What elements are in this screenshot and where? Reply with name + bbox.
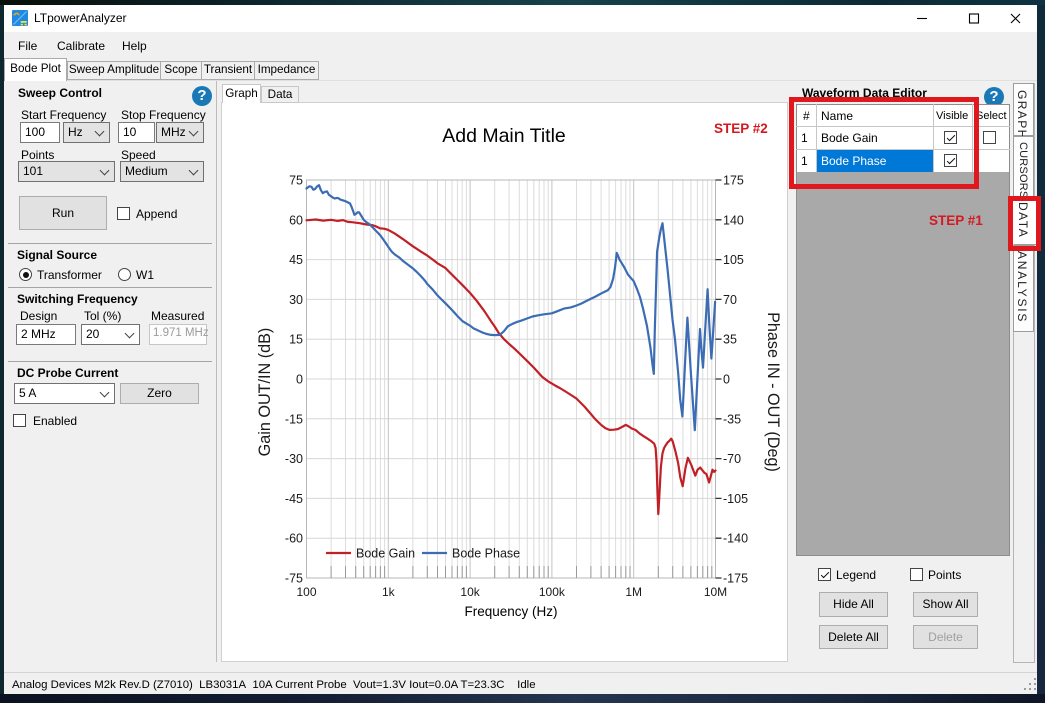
svg-text:1k: 1k bbox=[382, 585, 396, 599]
svg-text:0: 0 bbox=[296, 373, 303, 387]
svg-text:-35: -35 bbox=[723, 412, 741, 426]
svg-text:Frequency (Hz): Frequency (Hz) bbox=[464, 604, 557, 619]
svg-text:-15: -15 bbox=[285, 412, 303, 426]
svg-text:10k: 10k bbox=[460, 585, 480, 599]
svg-text:Phase IN - OUT (Deg): Phase IN - OUT (Deg) bbox=[764, 312, 782, 472]
svg-text:45: 45 bbox=[289, 253, 303, 267]
svg-text:Bode Gain: Bode Gain bbox=[356, 547, 415, 561]
svg-text:-105: -105 bbox=[723, 492, 748, 506]
svg-text:-70: -70 bbox=[723, 452, 741, 466]
svg-text:70: 70 bbox=[723, 293, 737, 307]
svg-text:10M: 10M bbox=[704, 585, 727, 599]
svg-text:15: 15 bbox=[289, 333, 303, 347]
svg-text:60: 60 bbox=[289, 213, 303, 227]
svg-text:140: 140 bbox=[723, 213, 744, 227]
svg-text:105: 105 bbox=[723, 253, 744, 267]
svg-text:-30: -30 bbox=[285, 452, 303, 466]
svg-text:-45: -45 bbox=[285, 492, 303, 506]
svg-text:35: 35 bbox=[723, 333, 737, 347]
svg-text:-140: -140 bbox=[723, 532, 748, 546]
svg-text:30: 30 bbox=[289, 293, 303, 307]
svg-text:-60: -60 bbox=[285, 532, 303, 546]
svg-text:100k: 100k bbox=[539, 585, 566, 599]
svg-text:1M: 1M bbox=[625, 585, 642, 599]
svg-text:Bode Phase: Bode Phase bbox=[452, 547, 520, 561]
svg-text:-175: -175 bbox=[723, 572, 748, 586]
svg-text:100: 100 bbox=[296, 585, 316, 599]
svg-text:0: 0 bbox=[723, 373, 730, 387]
svg-text:175: 175 bbox=[723, 174, 744, 188]
svg-text:Gain OUT/IN (dB): Gain OUT/IN (dB) bbox=[256, 328, 274, 457]
svg-text:75: 75 bbox=[289, 174, 303, 188]
svg-text:Add Main Title: Add Main Title bbox=[442, 125, 566, 147]
svg-text:-75: -75 bbox=[285, 572, 303, 586]
